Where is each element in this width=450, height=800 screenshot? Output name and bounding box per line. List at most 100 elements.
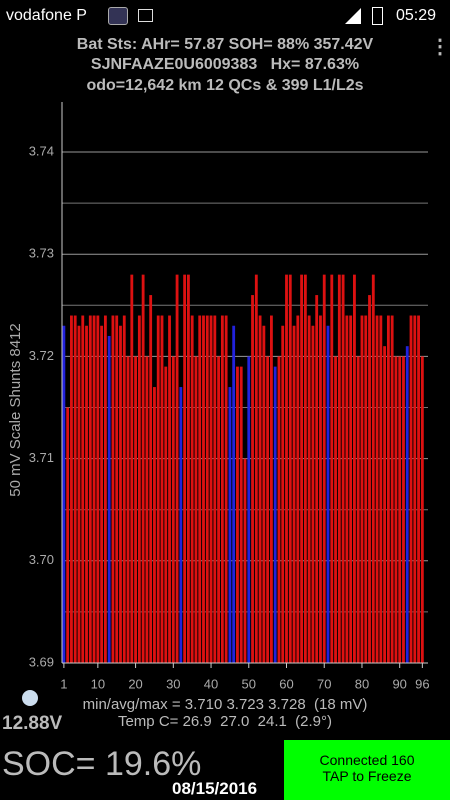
bar: [70, 315, 73, 663]
x-tick-label: 80: [355, 676, 369, 691]
bar: [383, 346, 387, 663]
bar: [236, 366, 239, 663]
bar: [130, 274, 134, 663]
y-tick-label: 3.71: [29, 450, 54, 465]
header-line: SJNFAAZE0U6009383 Hx= 87.63%: [90, 56, 360, 73]
bar: [356, 356, 360, 663]
bar: [126, 356, 130, 663]
y-tick-label: 3.70: [29, 552, 54, 567]
bar: [341, 274, 345, 663]
header-line: Bat Sts: AHr= 57.87 SOH= 88% 357.42V: [76, 36, 374, 53]
soc: SOC= 19.6%: [2, 745, 202, 783]
bar: [209, 315, 213, 663]
bar: [77, 325, 81, 663]
clock: 05:29: [396, 7, 437, 24]
bar: [66, 407, 70, 663]
bar: [322, 274, 326, 663]
bar: [251, 295, 254, 663]
bar: [353, 274, 356, 663]
carrier: vodafone P: [6, 7, 87, 24]
bar: [164, 366, 168, 663]
bar: [228, 387, 232, 663]
bar: [202, 315, 205, 663]
bar: [281, 325, 285, 663]
bar: [296, 315, 300, 663]
menu-button[interactable]: ⋮: [430, 36, 450, 58]
bar: [315, 295, 319, 663]
bar: [96, 315, 100, 663]
bar: [92, 315, 96, 663]
bar: [417, 315, 420, 663]
bar: [319, 315, 322, 663]
header-line: odo=12,642 km 12 QCs & 399 L1/L2s: [86, 77, 364, 94]
bar: [179, 387, 183, 663]
bar: [73, 315, 77, 663]
bar: [288, 274, 292, 663]
aux-voltage: 12.88V: [2, 713, 63, 734]
bar: [262, 325, 266, 663]
bar: [190, 315, 194, 663]
bar: [405, 346, 409, 663]
bar: [254, 274, 258, 663]
bar: [145, 356, 149, 663]
status-bar: vodafone P 05:29: [0, 0, 450, 32]
y-tick-label: 3.69: [29, 654, 54, 669]
bar: [269, 315, 273, 663]
freeze-button[interactable]: Connected 160 TAP to Freeze: [284, 740, 450, 800]
bar: [134, 356, 137, 663]
bar: [277, 356, 281, 663]
bar: [239, 366, 243, 663]
bulb-icon[interactable]: [22, 690, 38, 706]
bar: [292, 325, 296, 663]
bar: [103, 315, 107, 663]
bar: [371, 274, 375, 663]
image-icon: [138, 9, 153, 22]
bar: [334, 356, 337, 663]
bar: [337, 274, 341, 663]
bar: [220, 315, 224, 663]
x-tick-label: 50: [242, 676, 256, 691]
bar: [273, 366, 277, 663]
bar: [266, 356, 270, 663]
bar: [198, 315, 202, 663]
bar: [224, 315, 228, 663]
bar: [107, 335, 111, 663]
button-text: Connected 160: [319, 752, 415, 768]
bar: [111, 315, 115, 663]
stats: min/avg/max = 3.710 3.723 3.728 (18 mV): [82, 696, 368, 713]
bar: [413, 315, 417, 663]
bar: [88, 315, 92, 663]
bar: [402, 356, 405, 663]
x-tick-label: 90: [392, 676, 406, 691]
date: 08/15/2016: [172, 779, 258, 798]
bar: [62, 325, 66, 663]
bar: [156, 315, 160, 663]
bar: [100, 325, 104, 663]
bar: [168, 315, 171, 663]
y-axis-label: 50 mV Scale Shunts 8412: [7, 323, 24, 496]
bar: [149, 295, 153, 663]
bar: [232, 325, 236, 663]
bar: [81, 315, 85, 663]
bar: [258, 315, 262, 663]
bar: [153, 387, 156, 663]
bar: [137, 315, 141, 663]
chart: 50 mV Scale Shunts 8412 3.69 3.70 3.71 3.72…: [7, 102, 430, 691]
bar: [186, 274, 190, 663]
x-tick-label: 30: [166, 676, 180, 691]
bar: [300, 274, 304, 663]
x-tick-label: 1: [60, 676, 67, 691]
bar: [368, 295, 371, 663]
x-tick-label: 70: [317, 676, 331, 691]
bar: [115, 315, 119, 663]
bar: [394, 356, 398, 663]
bar: [194, 356, 198, 663]
bar: [217, 356, 221, 663]
bar: [390, 315, 394, 663]
bar: [386, 315, 390, 663]
battery-icon: [372, 7, 383, 25]
x-tick-label: 10: [91, 676, 105, 691]
bar: [243, 458, 247, 663]
bar: [311, 325, 315, 663]
bar: [330, 274, 334, 663]
